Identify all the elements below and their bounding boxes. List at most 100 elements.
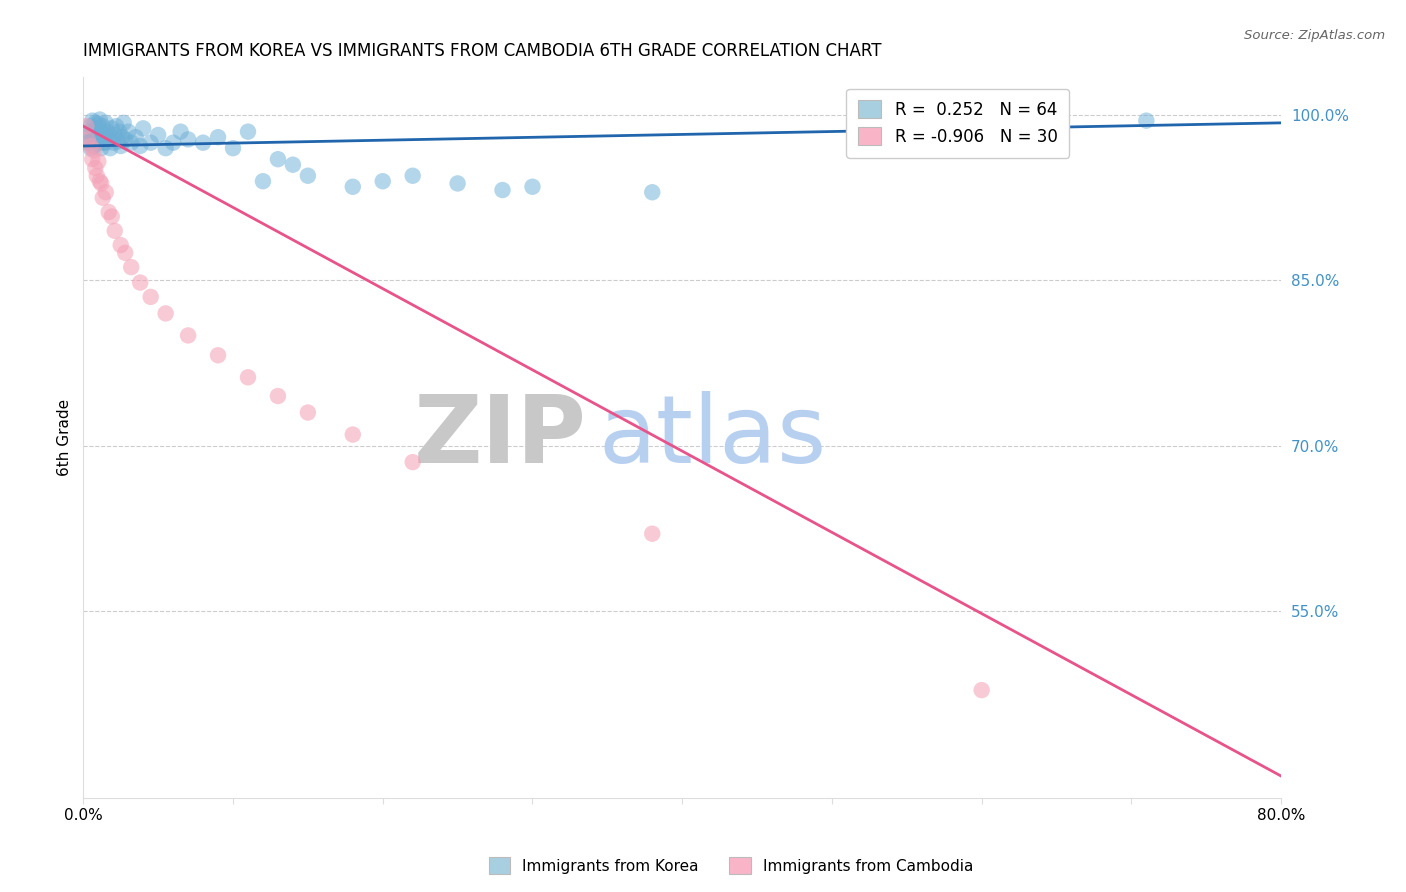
Point (84, 116, 107, 130)
Point (641, 186, 664, 200)
Point (75, 130, 97, 145)
Point (117, 125, 139, 139)
Point (108, 125, 131, 139)
Point (970, 683, 993, 698)
Point (90, 141, 112, 155)
Point (402, 455, 425, 469)
Point (342, 427, 364, 442)
Point (114, 245, 136, 260)
Point (342, 179, 364, 194)
Text: Source: ZipAtlas.com: Source: ZipAtlas.com (1244, 29, 1385, 42)
Point (91, 136, 114, 150)
Point (89, 130, 111, 145)
Point (83, 139, 105, 153)
Point (139, 290, 162, 304)
Point (97, 205, 120, 219)
Point (82, 132, 104, 146)
Point (86, 132, 108, 146)
Point (446, 177, 468, 191)
Point (402, 169, 425, 183)
Point (132, 121, 155, 136)
Point (125, 130, 148, 145)
Point (89, 112, 111, 127)
Point (94, 136, 117, 150)
Point (94, 186, 117, 200)
Point (114, 132, 136, 146)
Point (169, 125, 191, 139)
Point (76, 132, 98, 146)
Point (111, 130, 134, 145)
Point (129, 139, 152, 153)
Point (86, 121, 108, 136)
Point (191, 136, 214, 150)
Point (104, 128, 127, 142)
Point (83, 128, 105, 142)
Point (207, 130, 229, 145)
Point (87, 117, 110, 131)
Point (80, 119, 103, 133)
Legend: R =  0.252   N = 64, R = -0.906   N = 30: R = 0.252 N = 64, R = -0.906 N = 30 (846, 88, 1069, 158)
Point (139, 136, 162, 150)
Point (371, 174, 394, 188)
Point (82, 152, 104, 166)
Point (93, 128, 115, 142)
Point (297, 405, 319, 419)
Point (105, 119, 128, 133)
Point (207, 348, 229, 362)
Point (80, 139, 103, 153)
Point (155, 306, 177, 320)
Point (76, 136, 98, 150)
Point (120, 136, 142, 150)
Point (100, 210, 122, 224)
Point (84, 161, 107, 175)
Point (84, 125, 107, 139)
Point (98, 141, 121, 155)
Point (177, 132, 200, 146)
Text: atlas: atlas (599, 392, 827, 483)
Point (129, 276, 152, 290)
Point (97, 132, 120, 146)
Point (120, 260, 142, 274)
Point (90, 177, 112, 191)
Point (155, 141, 177, 155)
Point (80, 141, 103, 155)
Point (77, 125, 100, 139)
Point (89, 174, 111, 188)
Point (87, 154, 110, 169)
Point (146, 128, 169, 142)
Point (110, 238, 132, 252)
Point (222, 141, 245, 155)
Point (91, 119, 114, 133)
Point (107, 135, 129, 149)
Point (236, 125, 259, 139)
Point (252, 174, 274, 188)
Text: ZIP: ZIP (413, 392, 586, 483)
Point (96, 125, 118, 139)
Point (110, 139, 132, 153)
Point (281, 158, 304, 172)
Text: IMMIGRANTS FROM KOREA VS IMMIGRANTS FROM CAMBODIA 6TH GRADE CORRELATION CHART: IMMIGRANTS FROM KOREA VS IMMIGRANTS FROM… (83, 42, 882, 60)
Point (162, 136, 184, 150)
Point (86, 169, 108, 183)
Point (90, 125, 112, 139)
Point (236, 370, 259, 384)
Point (100, 121, 122, 136)
Point (522, 179, 544, 194)
Point (87, 136, 110, 150)
Point (1135, 113, 1157, 128)
Y-axis label: 6th Grade: 6th Grade (58, 399, 72, 476)
Point (641, 526, 664, 541)
Point (104, 224, 127, 238)
Point (297, 169, 319, 183)
Point (83, 144, 105, 158)
Point (75, 119, 97, 133)
Point (267, 389, 290, 403)
Point (267, 152, 290, 166)
Point (103, 136, 125, 150)
Point (177, 328, 200, 343)
Point (82, 113, 104, 128)
Point (94, 116, 117, 130)
Point (91, 191, 114, 205)
Point (491, 183, 513, 197)
Point (112, 116, 135, 130)
